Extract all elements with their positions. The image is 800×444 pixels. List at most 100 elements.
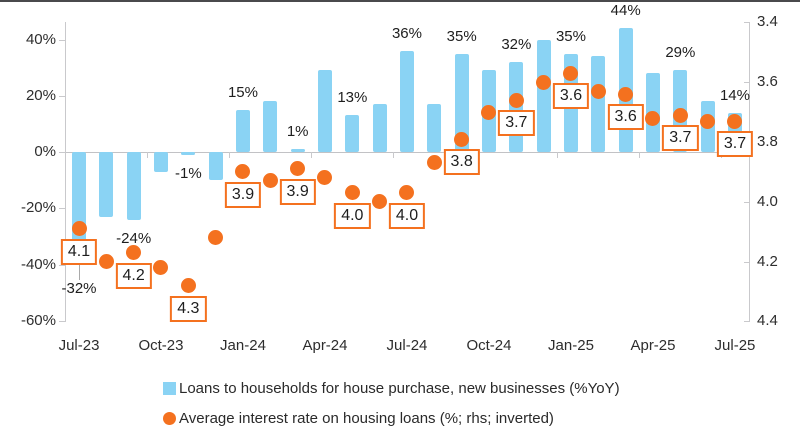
rate-value-badge: 4.0: [334, 202, 371, 229]
loans-bar: [153, 152, 168, 172]
x-axis-tick: [557, 152, 559, 158]
left-axis-tick-label: 0%: [34, 143, 56, 160]
bar-value-label: 1%: [286, 123, 309, 141]
legend-label-loans: Loans to households for house purchase, …: [179, 379, 620, 397]
x-tick-label: Oct-23: [138, 337, 184, 354]
loans-bar: [99, 152, 114, 217]
rate-value-badge: 4.2: [115, 262, 152, 289]
y-axis-right: [749, 22, 750, 322]
rate-dot: [481, 104, 497, 120]
rate-dot: [563, 65, 579, 81]
x-tick-label: Jul-25: [714, 337, 756, 354]
rate-dot: [399, 185, 415, 201]
rate-dot: [508, 92, 524, 108]
left-axis-tick-label: 40%: [25, 30, 56, 48]
right-axis-tick: [744, 201, 750, 203]
left-axis-tick: [59, 208, 65, 210]
legend-item-rate: Average interest rate on housing loans (…: [163, 408, 620, 428]
bar-value-label: 29%: [665, 44, 696, 62]
bar-value-label: -1%: [174, 164, 202, 182]
y-axis-left: [65, 22, 66, 322]
rate-dot: [727, 113, 743, 129]
bar-value-label: 44%: [610, 2, 641, 20]
rate-value-badge: 4.0: [388, 202, 426, 229]
x-tick-label: Jul-24: [386, 337, 428, 354]
rate-value-badge: 3.9: [224, 181, 262, 208]
rate-dot: [71, 221, 87, 237]
top-border-line: [0, 0, 800, 2]
bar-value-label: 36%: [391, 24, 422, 42]
right-axis-tick-label: 4.2: [757, 252, 778, 270]
right-axis-tick-label: 3.6: [757, 73, 778, 91]
rate-value-badge: 3.6: [552, 83, 590, 110]
x-axis-tick: [311, 152, 313, 158]
loans-bar: [536, 39, 551, 152]
x-tick-label: Jan-25: [548, 337, 594, 354]
rate-dot: [98, 254, 114, 270]
x-tick-label: Jan-24: [220, 337, 266, 354]
zero-line: [66, 152, 749, 153]
legend-circle-icon: [163, 411, 176, 425]
loans-bar: [454, 53, 469, 152]
loans-bar: [263, 101, 278, 152]
bar-value-label: -32%: [61, 280, 97, 297]
left-axis-tick: [59, 95, 65, 97]
rate-dot: [180, 278, 196, 294]
right-axis-tick-label: 4.4: [757, 312, 778, 330]
rate-value-badge: 3.7: [662, 125, 699, 152]
right-axis-tick-label: 3.4: [757, 13, 778, 31]
rate-value-badge: 3.9: [279, 178, 316, 205]
x-tick-label: Apr-25: [630, 337, 676, 354]
x-axis-tick: [229, 152, 231, 158]
x-axis-tick: [393, 152, 395, 158]
loans-bar: [126, 152, 141, 220]
right-axis-tick: [744, 82, 750, 84]
rate-dot: [344, 185, 360, 201]
rate-dot: [290, 161, 306, 177]
loans-bar: [591, 56, 606, 152]
x-tick-label: Oct-24: [466, 337, 512, 354]
right-axis-tick: [744, 22, 750, 24]
rate-dot: [454, 131, 470, 147]
rate-dot: [317, 170, 333, 186]
legend-label-rate: Average interest rate on housing loans (…: [179, 409, 554, 427]
x-axis-tick: [639, 152, 641, 158]
rate-value-badge: 4.1: [60, 238, 98, 265]
rate-dot: [426, 155, 442, 171]
rate-dot: [262, 173, 278, 189]
bar-value-label: 15%: [227, 83, 258, 101]
rate-value-badge: 3.7: [498, 110, 535, 137]
bar-value-label: -24%: [116, 229, 152, 247]
right-axis-tick: [744, 321, 750, 323]
rate-value-badge: 3.8: [443, 149, 480, 175]
rate-dot: [536, 74, 552, 90]
rate-value-badge: 3.6: [607, 104, 644, 131]
rate-dot: [235, 164, 251, 180]
bar-value-label: 13%: [337, 89, 368, 107]
left-axis-tick: [59, 264, 65, 266]
left-axis-tick-label: 20%: [25, 86, 56, 104]
x-tick-label: Jul-23: [58, 337, 100, 354]
loans-bar: [290, 149, 305, 152]
loans-bar: [399, 50, 414, 152]
left-axis-tick-label: -40%: [20, 255, 56, 273]
legend-square-icon: [163, 381, 176, 395]
rate-dot: [372, 194, 388, 210]
loans-bar: [427, 104, 442, 152]
rate-dot: [153, 260, 169, 276]
rate-dot: [645, 110, 661, 126]
left-axis-tick-label: -60%: [20, 311, 56, 329]
loans-bar: [345, 115, 360, 152]
bar-value-label: 32%: [501, 36, 532, 53]
loans-bar: [317, 70, 332, 152]
left-axis-tick: [59, 320, 65, 322]
right-axis-tick-label: 3.8: [757, 133, 778, 150]
bar-value-label: 35%: [555, 27, 586, 45]
rate-dot: [208, 230, 224, 246]
loans-bar: [72, 152, 86, 242]
rate-value-badge: 4.3: [170, 295, 207, 322]
legend: Loans to households for house purchase, …: [163, 378, 620, 438]
rate-dot: [700, 113, 716, 129]
